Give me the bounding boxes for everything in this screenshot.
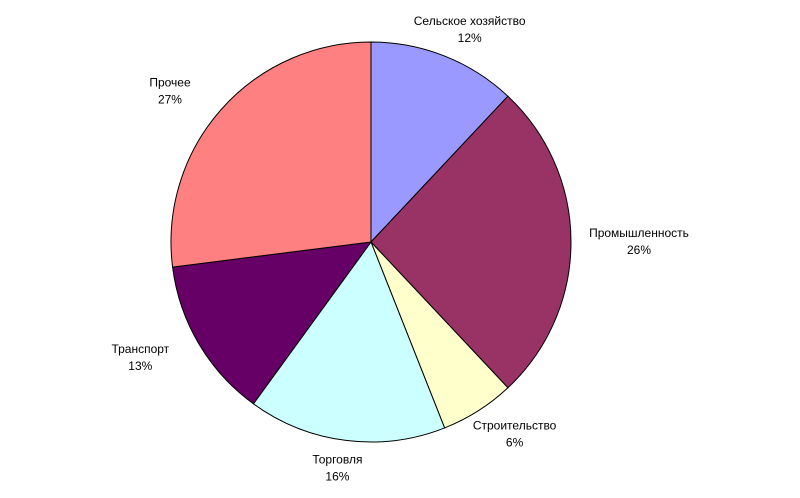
slice-value-label: 6%	[506, 436, 524, 450]
slice-label: Промышленность	[589, 226, 689, 240]
pie-slice	[170, 41, 372, 268]
slice-label: Транспорт	[111, 342, 169, 356]
pie-slice	[172, 241, 373, 405]
slice-label: Прочее	[149, 75, 191, 89]
slice-value-label: 26%	[627, 243, 651, 257]
slice-value-label: 27%	[158, 92, 182, 106]
slice-label: Сельское хозяйство	[414, 14, 526, 28]
pie-slice	[370, 95, 572, 389]
slice-value-label: 12%	[458, 31, 482, 45]
slice-label: Торговля	[312, 452, 362, 466]
pie-slice	[370, 41, 509, 244]
slice-value-label: 13%	[128, 359, 152, 373]
pie-slice	[252, 240, 446, 443]
slice-label: Строительство	[473, 419, 557, 433]
slice-value-label: 16%	[325, 469, 349, 483]
